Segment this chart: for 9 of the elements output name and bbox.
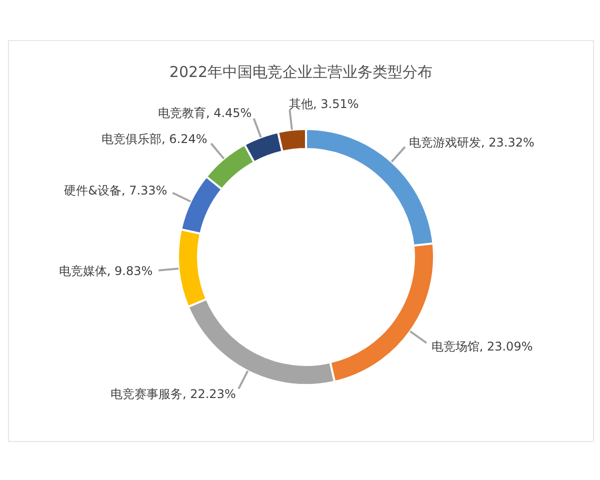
slice-label: 电竞赛事服务, 22.23% xyxy=(110,387,236,402)
slice-label: 电竞游戏研发, 23.32% xyxy=(409,136,534,150)
slice-label: 硬件&设备, 7.33% xyxy=(64,183,168,198)
slice-label: 电竞俱乐部, 6.24% xyxy=(101,132,208,146)
slice-label: 电竞媒体, 9.83% xyxy=(58,264,153,278)
slice-label: 电竞教育, 4.45% xyxy=(158,106,252,120)
slice-label: 电竞场馆, 23.09% xyxy=(431,339,533,354)
slice-label: 其他, 3.51% xyxy=(289,96,359,111)
chart-title: 2022年中国电竞企业主营业务类型分布 xyxy=(168,62,434,82)
